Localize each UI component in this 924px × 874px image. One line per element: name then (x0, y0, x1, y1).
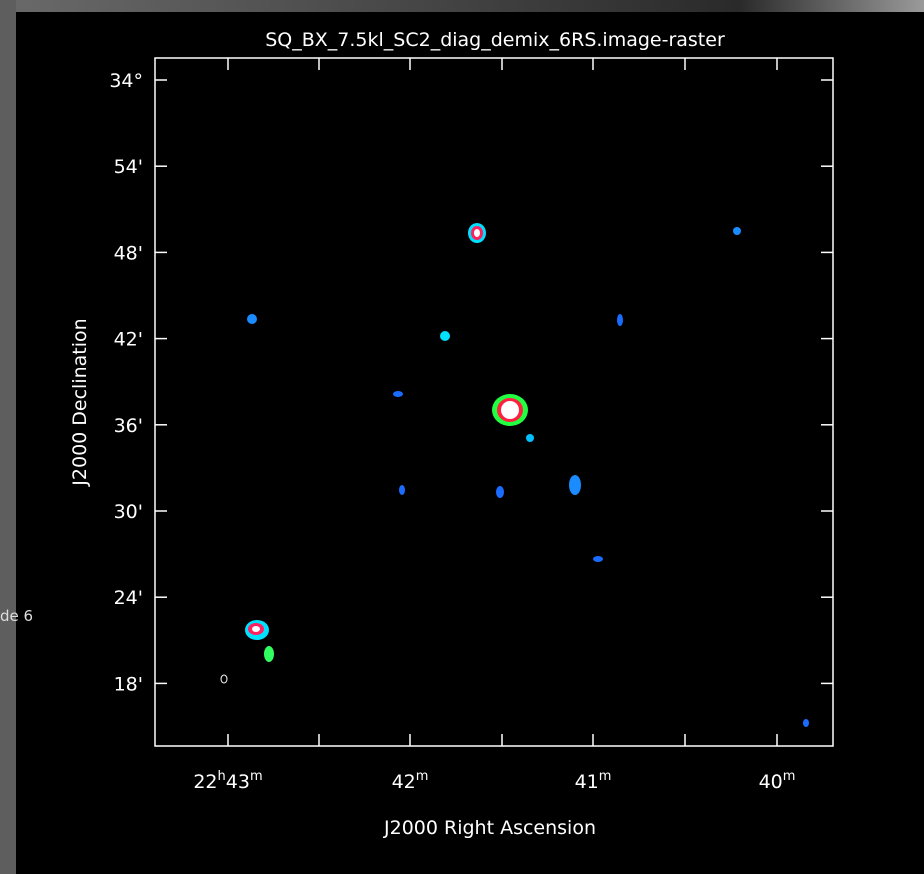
source (399, 485, 405, 495)
y-tick-label: 42' (114, 329, 143, 351)
source (252, 626, 260, 632)
y-tick-label: 18' (114, 673, 143, 695)
source (440, 331, 450, 341)
y-axis-label: J2000 Declination (69, 318, 91, 486)
x-tick-part: m (783, 769, 796, 784)
viewer-window: de 6 SQ_BX_7.5kl_SC2_diag_demix_6RS.imag… (0, 0, 924, 874)
image-title: SQ_BX_7.5kl_SC2_diag_demix_6RS.image-ras… (265, 29, 725, 51)
y-tick-label: 30' (114, 501, 143, 523)
source (526, 434, 534, 442)
source (247, 314, 257, 324)
x-tick-part: m (416, 769, 429, 784)
top-strip (0, 0, 924, 12)
background (0, 0, 924, 874)
x-tick-part: 43 (226, 771, 250, 793)
y-tick-label: 34° (109, 70, 143, 92)
left-strip (0, 0, 16, 874)
source (569, 475, 581, 495)
source (501, 401, 519, 419)
source (617, 314, 623, 326)
source (393, 391, 403, 397)
y-tick-label: 36' (114, 415, 143, 437)
y-tick-label: 48' (114, 242, 143, 264)
source (264, 646, 274, 662)
source (593, 556, 603, 562)
x-tick-part: 22 (193, 771, 217, 793)
source (803, 719, 809, 727)
x-axis-label: J2000 Right Ascension (383, 817, 596, 839)
x-tick-part: m (250, 769, 263, 784)
x-tick-part: 40 (759, 771, 783, 793)
x-tick-part: 41 (575, 771, 599, 793)
source (496, 486, 504, 498)
x-tick-part: m (599, 769, 612, 784)
x-tick-part: h (218, 769, 226, 784)
y-tick-label: 54' (114, 156, 143, 178)
side-text: de 6 (0, 607, 33, 625)
y-tick-label: 24' (114, 587, 143, 609)
x-tick-part: 42 (392, 771, 416, 793)
source (733, 227, 741, 235)
source (474, 229, 480, 237)
